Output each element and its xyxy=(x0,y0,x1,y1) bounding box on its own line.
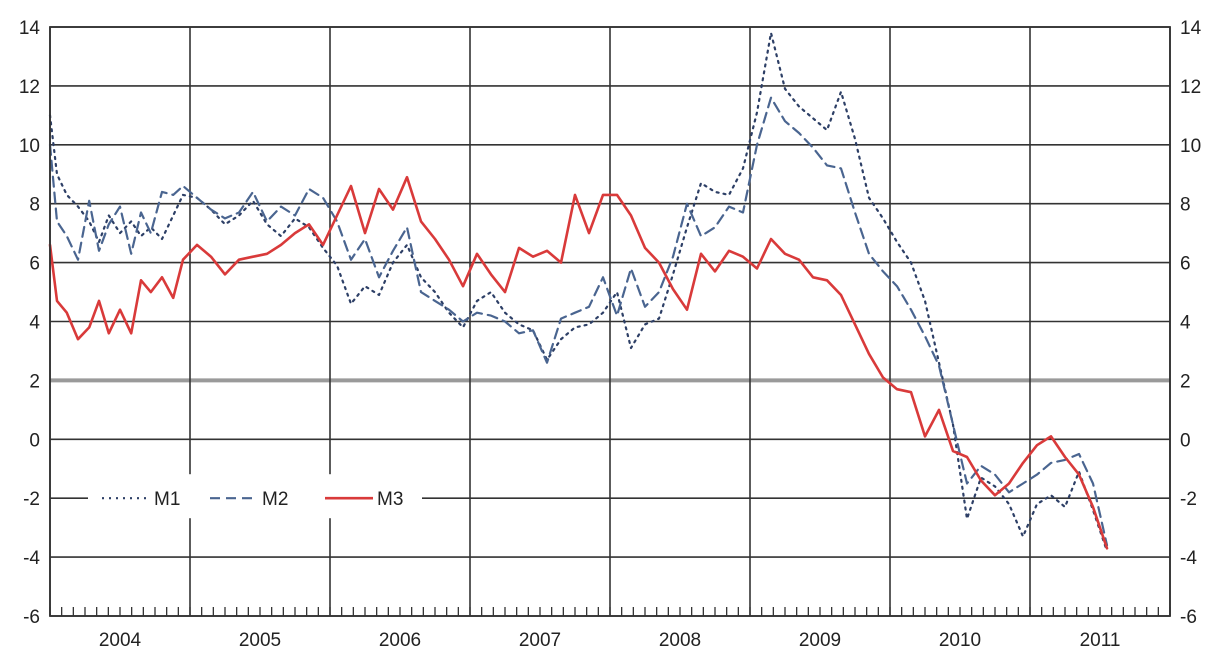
series-line-m1 xyxy=(48,31,1109,553)
x-tick-label: 2008 xyxy=(659,630,701,651)
y-tick-label-right: 10 xyxy=(1180,136,1201,157)
legend: M1 M2 M3 xyxy=(88,474,422,519)
y-tick-label-right: -2 xyxy=(1180,489,1197,510)
y-tick-label-right: 0 xyxy=(1180,430,1191,451)
y-tick-label-right: 12 xyxy=(1180,77,1201,98)
y-tick-label-left: -6 xyxy=(23,607,40,628)
y-tick-label-right: 2 xyxy=(1180,371,1191,392)
x-tick-label: 2010 xyxy=(939,630,981,651)
y-tick-label-right: -6 xyxy=(1180,607,1197,628)
series-line-m3 xyxy=(48,175,1109,550)
x-tick-label: 2004 xyxy=(99,630,142,651)
x-tick-label: 2007 xyxy=(519,630,561,651)
y-tick-label-left: 0 xyxy=(29,430,40,451)
y-tick-label-right: -4 xyxy=(1180,548,1197,569)
y-tick-label-left: 14 xyxy=(19,18,41,39)
y-tick-label-right: 6 xyxy=(1180,254,1191,275)
y-tick-label-left: 12 xyxy=(19,77,40,98)
legend-label-m3: M3 xyxy=(377,489,403,510)
y-tick-label-left: 6 xyxy=(29,254,40,275)
legend-label-m2: M2 xyxy=(262,489,288,510)
y-tick-label-right: 4 xyxy=(1180,313,1191,334)
y-tick-label-left: -4 xyxy=(23,548,40,569)
x-tick-label: 2006 xyxy=(379,630,421,651)
series-line-m2 xyxy=(48,96,1109,547)
legend-label-m1: M1 xyxy=(154,489,180,510)
axes: 14 14 12 12 10 10 8 8 6 6 4 4 2 2 0 0 -2 -2 -4 -4 -6 -6 2004 20… xyxy=(19,18,1202,651)
y-tick-label-left: 4 xyxy=(29,313,40,334)
y-tick-label-right: 14 xyxy=(1180,18,1202,39)
y-tick-label-left: 10 xyxy=(19,136,40,157)
y-tick-label-left: 2 xyxy=(29,371,40,392)
y-tick-label-left: 8 xyxy=(29,195,40,216)
y-tick-label-left: -2 xyxy=(23,489,40,510)
plot-frame xyxy=(49,26,1171,617)
legend-background xyxy=(88,474,422,519)
x-tick-label: 2011 xyxy=(1080,630,1121,651)
y-tick-label-right: 8 xyxy=(1180,195,1191,216)
x-tick-label: 2009 xyxy=(799,630,841,651)
series-lines xyxy=(48,31,1109,553)
x-tick-label: 2005 xyxy=(239,630,281,651)
